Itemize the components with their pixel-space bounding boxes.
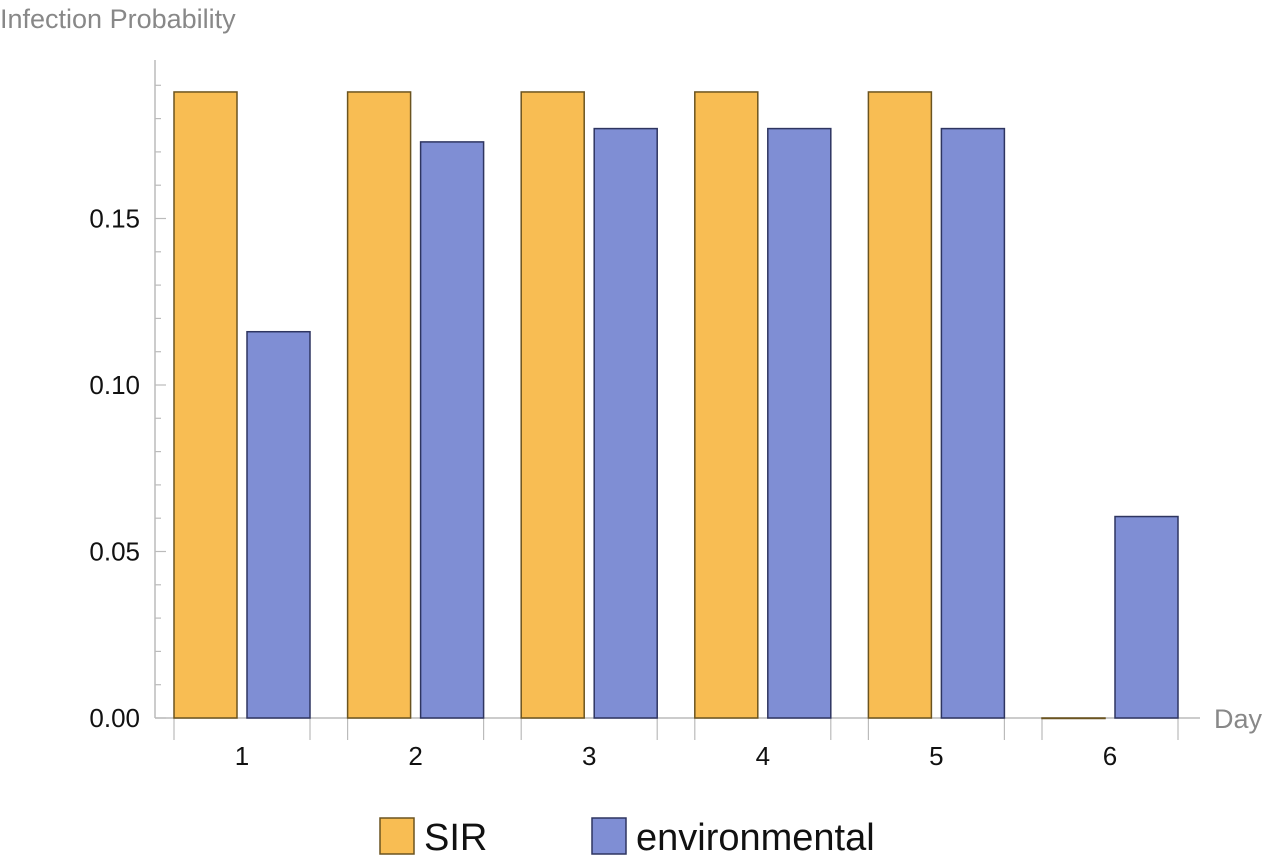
x-tick-label: 4 [756, 741, 770, 771]
legend-swatch-environmental [591, 817, 627, 855]
y-tick-label: 0.05 [89, 537, 140, 567]
legend-label-environmental: environmental [636, 817, 875, 858]
x-tick-label: 5 [929, 741, 943, 771]
y-tick-label: 0.15 [89, 204, 140, 234]
x-axis-label: Day [1214, 704, 1263, 734]
x-tick-label: 6 [1103, 741, 1117, 771]
x-tick-label: 2 [408, 741, 422, 771]
legend-swatch-sir [379, 817, 415, 855]
bar-environmental-day-4 [767, 127, 832, 719]
legend-label-sir: SIR [424, 817, 487, 858]
bar-environmental-day-3 [593, 127, 658, 719]
bar-sir-day-1 [173, 91, 238, 719]
bar-sir-day-2 [346, 91, 412, 719]
x-tick-label: 1 [235, 741, 249, 771]
y-tick-label: 0.00 [89, 703, 140, 733]
bar-environmental-day-6 [1114, 515, 1179, 719]
bar-environmental-day-2 [419, 141, 485, 719]
y-tick-label: 0.10 [89, 370, 140, 400]
bar-sir-day-5 [867, 91, 933, 719]
bar-sir-day-4 [694, 91, 759, 719]
bar-sir-day-3 [520, 91, 585, 719]
y-axis-label: Infection Probability [0, 4, 236, 34]
bar-environmental-day-1 [246, 330, 311, 719]
bar-sir-day-6 [1041, 717, 1106, 720]
x-tick-label: 3 [582, 741, 596, 771]
bar-environmental-day-5 [940, 127, 1006, 719]
